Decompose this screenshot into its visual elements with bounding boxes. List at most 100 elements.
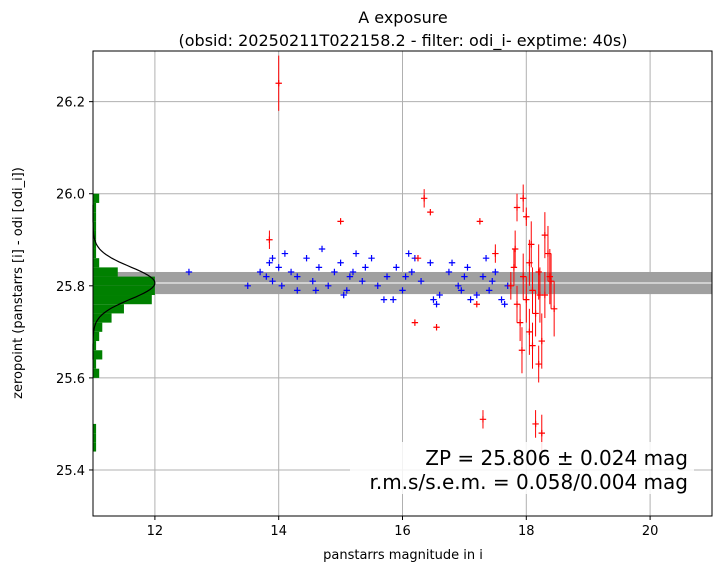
used-star-point	[448, 259, 456, 266]
y-tick-label: 25.8	[56, 280, 85, 295]
histogram-bar	[93, 239, 97, 249]
rejected-star-point	[526, 328, 533, 336]
used-star-point	[383, 273, 391, 280]
histogram-bar	[93, 248, 97, 259]
histogram-bar	[93, 230, 97, 240]
used-star-point	[417, 277, 425, 285]
used-star-point	[266, 259, 273, 266]
used-star-point	[294, 287, 301, 294]
histogram-bar	[93, 359, 97, 369]
used-star-point	[340, 291, 347, 299]
rejected-star-point	[523, 213, 530, 220]
used-star-point	[368, 254, 375, 262]
used-star-point	[337, 259, 344, 266]
used-star-point	[498, 296, 505, 303]
histogram-bar	[93, 331, 100, 342]
rejected-star-point	[266, 236, 273, 243]
rejected-star-point	[538, 429, 545, 437]
used-star-point	[408, 268, 415, 276]
axis-ticks: 12 14 16 18 20 25.4 25.6 25.8 26.0 26.2	[56, 96, 658, 539]
histogram	[92, 193, 156, 452]
y-tick-label: 26.0	[56, 188, 85, 203]
rejected-star-point	[337, 218, 344, 225]
x-tick-label: 12	[147, 524, 164, 539]
histogram-bar	[93, 212, 97, 222]
used-star-point	[393, 264, 400, 271]
rejected-star-point	[529, 287, 536, 294]
rejected-star-point	[546, 273, 554, 280]
used-star-point	[359, 277, 366, 285]
rejected-star-point	[550, 305, 558, 313]
used-star-point	[325, 282, 332, 290]
used-star-point	[244, 282, 251, 290]
rejected-star-point	[513, 204, 521, 211]
x-axis-label: panstarrs magnitude in i	[323, 548, 483, 563]
used-star-point	[362, 264, 369, 271]
used-star-point	[287, 268, 295, 276]
histogram-bar	[93, 202, 97, 213]
used-star-point	[275, 264, 282, 271]
rejected-star-point	[520, 195, 527, 202]
used-star-point	[464, 264, 471, 271]
used-star-point	[492, 268, 499, 276]
rejected-star-point	[411, 319, 419, 326]
rejected-star-point	[518, 347, 526, 354]
rejected-star-point	[510, 264, 518, 271]
used-star-point	[445, 268, 453, 276]
histogram-bar	[93, 341, 97, 351]
rejected-star-point	[507, 282, 515, 290]
rejected-star-point	[528, 241, 535, 248]
rejected-star-point	[492, 250, 499, 257]
y-axis-label: zeropoint (panstarrs [i] - odi [odi_i])	[11, 167, 26, 399]
rejected-star-point	[538, 337, 545, 345]
rejected-star-point	[532, 420, 539, 428]
rejected-star-point	[427, 208, 434, 216]
used-star-point	[482, 254, 490, 262]
used-star-point	[281, 250, 289, 257]
rejected-star-point	[541, 231, 549, 239]
annotation-background	[350, 442, 694, 494]
histogram-bar	[93, 322, 103, 332]
used-star-point	[399, 287, 406, 294]
histogram-bar	[93, 295, 152, 305]
rejected-star-point	[523, 296, 530, 303]
rejected-star-point	[433, 324, 440, 331]
used-star-point	[318, 245, 326, 253]
annotation-rms: r.m.s/s.e.m. = 0.058/0.004 mag	[369, 470, 688, 494]
rejected-star-point	[536, 291, 544, 299]
rejected-star-point	[420, 195, 428, 202]
x-tick-label: 20	[642, 524, 659, 539]
used-star-point	[436, 291, 443, 299]
used-star-point	[269, 254, 276, 262]
histogram-bar	[93, 285, 155, 296]
used-star-point	[380, 296, 388, 303]
rejected-star-point	[476, 218, 484, 225]
rejected-star-point	[473, 301, 480, 308]
used-star-point	[303, 254, 310, 262]
annotation-zp: ZP = 25.806 ± 0.024 mag	[425, 446, 688, 470]
used-star-point	[433, 301, 440, 308]
data-points	[185, 55, 558, 452]
used-star-point	[312, 287, 320, 294]
used-star-point	[331, 268, 338, 276]
rejected-star-point	[479, 416, 487, 423]
used-star-point	[343, 287, 350, 294]
used-star-point	[349, 268, 357, 276]
chart-subtitle: (obsid: 20250211T022158.2 - filter: odi_…	[179, 31, 628, 51]
x-tick-label: 14	[270, 524, 287, 539]
y-tick-label: 26.2	[56, 96, 85, 111]
used-star-point	[309, 277, 316, 285]
used-star-point	[430, 296, 437, 303]
used-star-point	[263, 273, 270, 280]
rejected-star-point	[535, 268, 542, 276]
used-star-point	[185, 268, 193, 276]
histogram-bar	[93, 350, 103, 360]
rejected-star-point	[513, 301, 521, 308]
used-star-point	[294, 273, 301, 280]
used-star-point	[352, 250, 360, 257]
histogram-bar	[93, 423, 97, 434]
histogram-bar	[93, 433, 97, 443]
used-star-point	[467, 296, 474, 303]
rejected-star-point	[547, 277, 555, 285]
histogram-bar	[93, 442, 97, 452]
